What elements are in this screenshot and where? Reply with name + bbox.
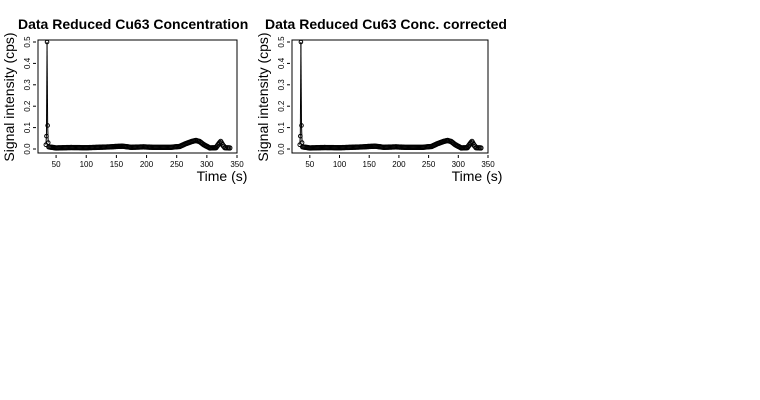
x-tick-label: 200 bbox=[140, 160, 154, 169]
plot-frame bbox=[37, 39, 238, 154]
axis-ticks: 50 100 150 200 250 300 350 0.0 0.1 0.2 0.3 0.4 0.5 bbox=[277, 36, 495, 169]
data-point bbox=[44, 133, 49, 139]
x-tick-label: 200 bbox=[392, 160, 406, 169]
x-axis-label: Time (s) bbox=[197, 168, 248, 184]
y-tick-label: 0.4 bbox=[23, 57, 32, 69]
y-tick-label: 0.0 bbox=[277, 143, 286, 155]
y-tick-label: 0.1 bbox=[277, 121, 286, 133]
spike-line bbox=[47, 125, 49, 143]
y-tick-label: 0.5 bbox=[23, 36, 32, 48]
x-tick-label: 250 bbox=[170, 160, 184, 169]
y-axis-label: Signal intensity (cps) bbox=[255, 32, 271, 161]
y-tick-label: 0.4 bbox=[277, 57, 286, 69]
y-tick-label: 0.5 bbox=[277, 36, 286, 48]
y-tick-label: 0.2 bbox=[23, 100, 32, 112]
data-point bbox=[45, 123, 50, 128]
y-tick-label: 0.1 bbox=[23, 121, 32, 133]
x-tick-label: 100 bbox=[80, 160, 94, 169]
chart-title: Data Reduced Cu63 Concentration bbox=[18, 16, 248, 32]
data-marks bbox=[297, 39, 484, 151]
x-tick-label: 50 bbox=[52, 160, 61, 169]
x-tick-label: 350 bbox=[230, 160, 244, 169]
x-tick-label: 150 bbox=[110, 160, 124, 169]
spike-line bbox=[46, 41, 49, 126]
y-tick-label: 0.3 bbox=[23, 79, 32, 91]
y-tick-label: 0.2 bbox=[277, 100, 286, 112]
y-axis-label: Signal intensity (cps) bbox=[1, 32, 17, 161]
x-tick-label: 250 bbox=[422, 160, 436, 169]
axis-ticks: 50 100 150 200 250 300 350 0.0 0.1 0.2 0.3 0.4 0.5 bbox=[23, 36, 244, 169]
data-point bbox=[44, 39, 50, 45]
x-axis-label: Time (s) bbox=[452, 168, 503, 184]
y-tick-label: 0.0 bbox=[23, 143, 32, 155]
data-point bbox=[478, 145, 484, 151]
chart-panel-1: Data Reduced Cu63 Concentration Time (s)… bbox=[1, 16, 248, 184]
y-tick-label: 0.3 bbox=[277, 79, 286, 91]
spike-line bbox=[300, 41, 303, 126]
data-point bbox=[298, 133, 303, 139]
spike-line bbox=[301, 125, 303, 143]
x-tick-label: 350 bbox=[481, 160, 495, 169]
x-tick-label: 150 bbox=[363, 160, 377, 169]
x-tick-label: 100 bbox=[333, 160, 347, 169]
data-point bbox=[298, 39, 304, 45]
x-tick-label: 50 bbox=[305, 160, 314, 169]
data-point bbox=[227, 145, 233, 151]
data-marks bbox=[43, 39, 233, 151]
plot-frame bbox=[291, 39, 489, 154]
x-tick-label: 300 bbox=[452, 160, 466, 169]
chart-title: Data Reduced Cu63 Conc. corrected bbox=[265, 16, 507, 32]
data-point bbox=[299, 123, 304, 128]
x-tick-label: 300 bbox=[200, 160, 214, 169]
chart-panel-2: Data Reduced Cu63 Conc. corrected Time (… bbox=[255, 16, 507, 184]
